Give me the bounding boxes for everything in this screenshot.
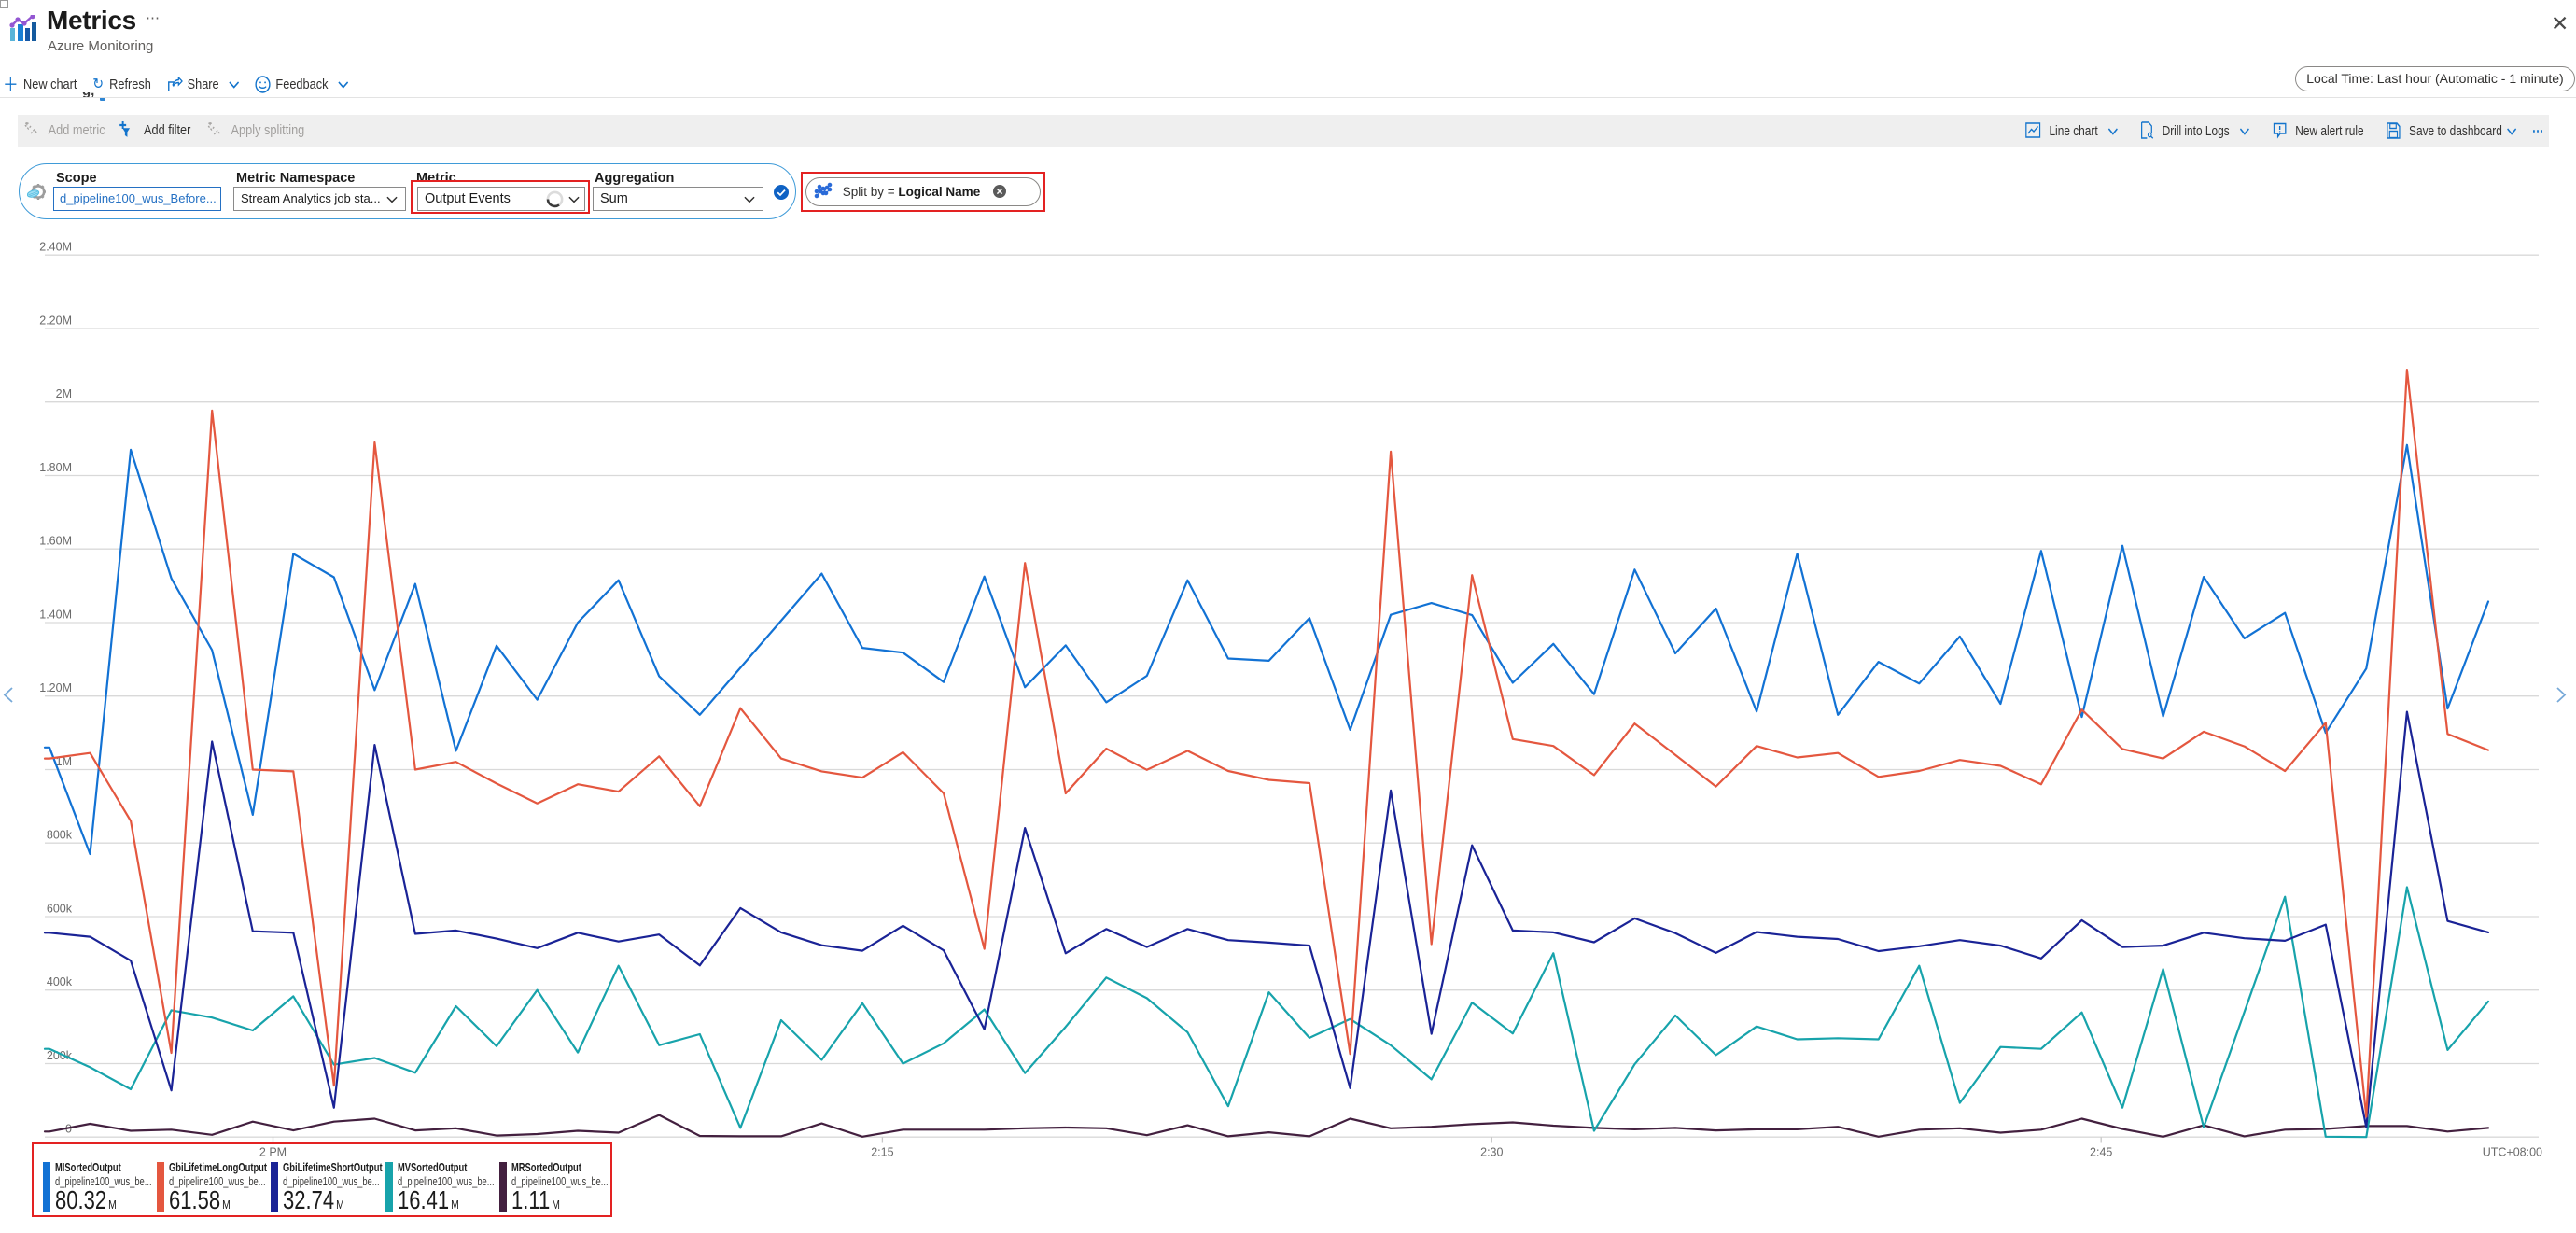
svg-text:1.80M: 1.80M (39, 461, 72, 474)
svg-text:2.20M: 2.20M (39, 315, 72, 328)
svg-text:2:30: 2:30 (1480, 1146, 1503, 1159)
svg-text:400k: 400k (47, 975, 73, 988)
svg-text:200k: 200k (47, 1049, 73, 1062)
svg-text:2.40M: 2.40M (39, 241, 72, 254)
svg-text:1.60M: 1.60M (39, 535, 72, 548)
svg-text:2:15: 2:15 (871, 1146, 893, 1159)
svg-text:1.40M: 1.40M (39, 609, 72, 622)
svg-text:1.20M: 1.20M (39, 681, 72, 694)
svg-text:600k: 600k (47, 903, 73, 916)
svg-text:2:45: 2:45 (2090, 1146, 2112, 1159)
svg-text:1M: 1M (56, 755, 72, 768)
svg-text:2M: 2M (56, 387, 72, 400)
svg-text:2 PM: 2 PM (259, 1146, 287, 1159)
svg-text:0: 0 (65, 1123, 72, 1136)
svg-text:800k: 800k (47, 829, 73, 842)
svg-text:UTC+08:00: UTC+08:00 (2483, 1146, 2542, 1159)
